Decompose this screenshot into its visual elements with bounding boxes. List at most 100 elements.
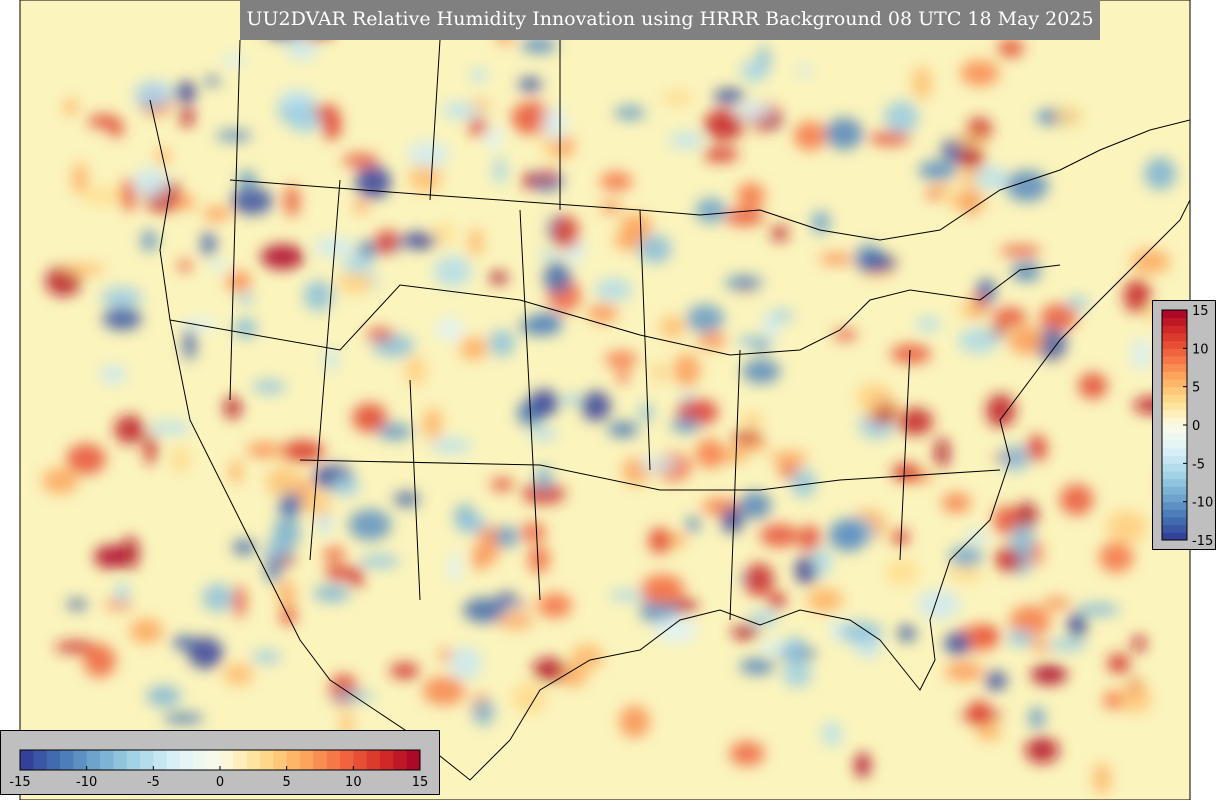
field-blob: [729, 741, 765, 766]
field-blob: [619, 705, 650, 738]
colorbar-segment: [1162, 348, 1187, 357]
field-blob: [336, 272, 375, 294]
field-blob: [484, 126, 503, 150]
field-blob: [599, 171, 633, 192]
field-blob: [638, 234, 672, 264]
field-blob: [481, 533, 500, 565]
field-blob: [868, 131, 911, 146]
field-blob: [735, 102, 773, 121]
field-blob: [743, 562, 775, 597]
field-blob: [129, 618, 163, 644]
field-blob: [1144, 157, 1176, 190]
colorbar-segment: [1162, 501, 1187, 510]
field-blob: [609, 590, 646, 601]
colorbar-segment: [1162, 333, 1187, 342]
field-blob: [854, 752, 871, 778]
tick-label: 10: [1192, 342, 1209, 357]
field-blob: [430, 437, 472, 454]
field-blob: [1010, 524, 1035, 556]
colorbar-segment: [1162, 379, 1187, 388]
field-blob: [188, 637, 224, 669]
tick-label: 0: [216, 775, 224, 790]
field-blob: [353, 200, 369, 214]
field-blob: [974, 166, 1009, 190]
colorbar-segment: [1162, 310, 1187, 319]
field-blob: [438, 648, 453, 662]
colorbar-segment: [60, 750, 74, 770]
field-blob: [366, 328, 395, 341]
field-blob: [280, 491, 302, 518]
tick-label: 0: [1192, 419, 1200, 434]
field-blob: [221, 54, 246, 67]
field-blob: [1040, 303, 1078, 331]
field-blob: [231, 187, 273, 215]
field-blob: [974, 625, 1000, 644]
field-blob: [795, 556, 818, 585]
field-blob: [659, 315, 685, 339]
field-blob: [1015, 502, 1038, 531]
field-blob: [348, 566, 364, 588]
field-blob: [1059, 484, 1094, 516]
field-blob: [146, 685, 182, 707]
colorbar-segment: [180, 750, 194, 770]
field-blob: [806, 587, 844, 613]
field-blob: [1028, 706, 1046, 729]
field-blob: [581, 391, 611, 421]
field-blob: [404, 355, 427, 386]
field-blob: [63, 98, 79, 116]
field-blob: [958, 301, 982, 320]
field-blob: [528, 427, 557, 441]
field-blob: [966, 530, 989, 544]
field-blob: [171, 446, 190, 473]
tick-label: 15: [1192, 304, 1209, 319]
field-blob: [616, 369, 630, 384]
colorbar-segment: [33, 750, 48, 770]
colorbar-segment: [1162, 440, 1187, 449]
field-blob: [935, 437, 950, 468]
field-blob: [174, 81, 196, 104]
colorbar-segment: [340, 750, 354, 770]
field-blob: [747, 611, 780, 626]
tick-label: 5: [283, 775, 291, 790]
innovation-field: [42, 8, 1176, 795]
field-blob: [83, 644, 116, 678]
field-blob: [1106, 510, 1148, 543]
field-blob: [342, 254, 374, 277]
field-blob: [999, 245, 1042, 257]
field-blob: [948, 546, 983, 567]
field-blob: [377, 423, 413, 441]
field-blob: [911, 66, 932, 101]
field-blob: [325, 565, 351, 581]
field-blob: [469, 68, 488, 83]
colorbar-segment: [353, 750, 368, 770]
field-blob: [302, 491, 332, 517]
field-blob: [66, 599, 88, 610]
tick-label: 10: [345, 775, 362, 790]
field-blob: [208, 259, 229, 272]
field-blob: [1025, 737, 1060, 764]
tick-label: 5: [1192, 381, 1200, 396]
horizontal-colorbar: -15 -10 -5 0 5 10 15: [9, 749, 428, 790]
field-blob: [1042, 597, 1071, 609]
field-blob: [202, 583, 235, 612]
field-blob: [941, 492, 971, 514]
field-blob: [529, 389, 560, 417]
field-blob: [469, 99, 492, 111]
field-blob: [1077, 603, 1120, 616]
colorbar-segment: [1162, 425, 1187, 434]
field-blob: [1132, 635, 1146, 652]
colorbar-segment: [1162, 455, 1187, 464]
field-blob: [703, 147, 739, 163]
field-blob: [947, 563, 983, 584]
field-blob: [408, 162, 442, 193]
field-blob: [449, 646, 482, 680]
colorbar-segment: [220, 750, 234, 770]
field-blob: [762, 311, 778, 342]
field-blob: [163, 713, 204, 724]
field-blob: [493, 156, 507, 185]
colorbar-segment: [1162, 532, 1187, 541]
field-blob: [422, 676, 466, 706]
field-blob: [648, 527, 671, 554]
field-blob: [265, 467, 302, 497]
field-blob: [532, 657, 566, 682]
